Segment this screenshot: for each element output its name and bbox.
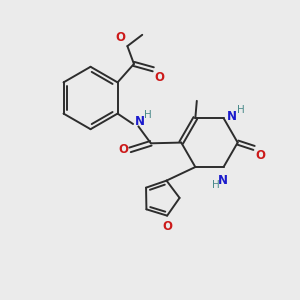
Text: O: O	[162, 220, 172, 233]
Text: H: H	[212, 179, 220, 190]
Text: H: H	[144, 110, 152, 120]
Text: O: O	[118, 143, 128, 156]
Text: H: H	[237, 105, 245, 115]
Text: O: O	[154, 71, 164, 84]
Text: N: N	[218, 174, 228, 187]
Text: O: O	[256, 149, 266, 162]
Text: N: N	[135, 116, 145, 128]
Text: N: N	[227, 110, 237, 123]
Text: O: O	[115, 31, 125, 44]
